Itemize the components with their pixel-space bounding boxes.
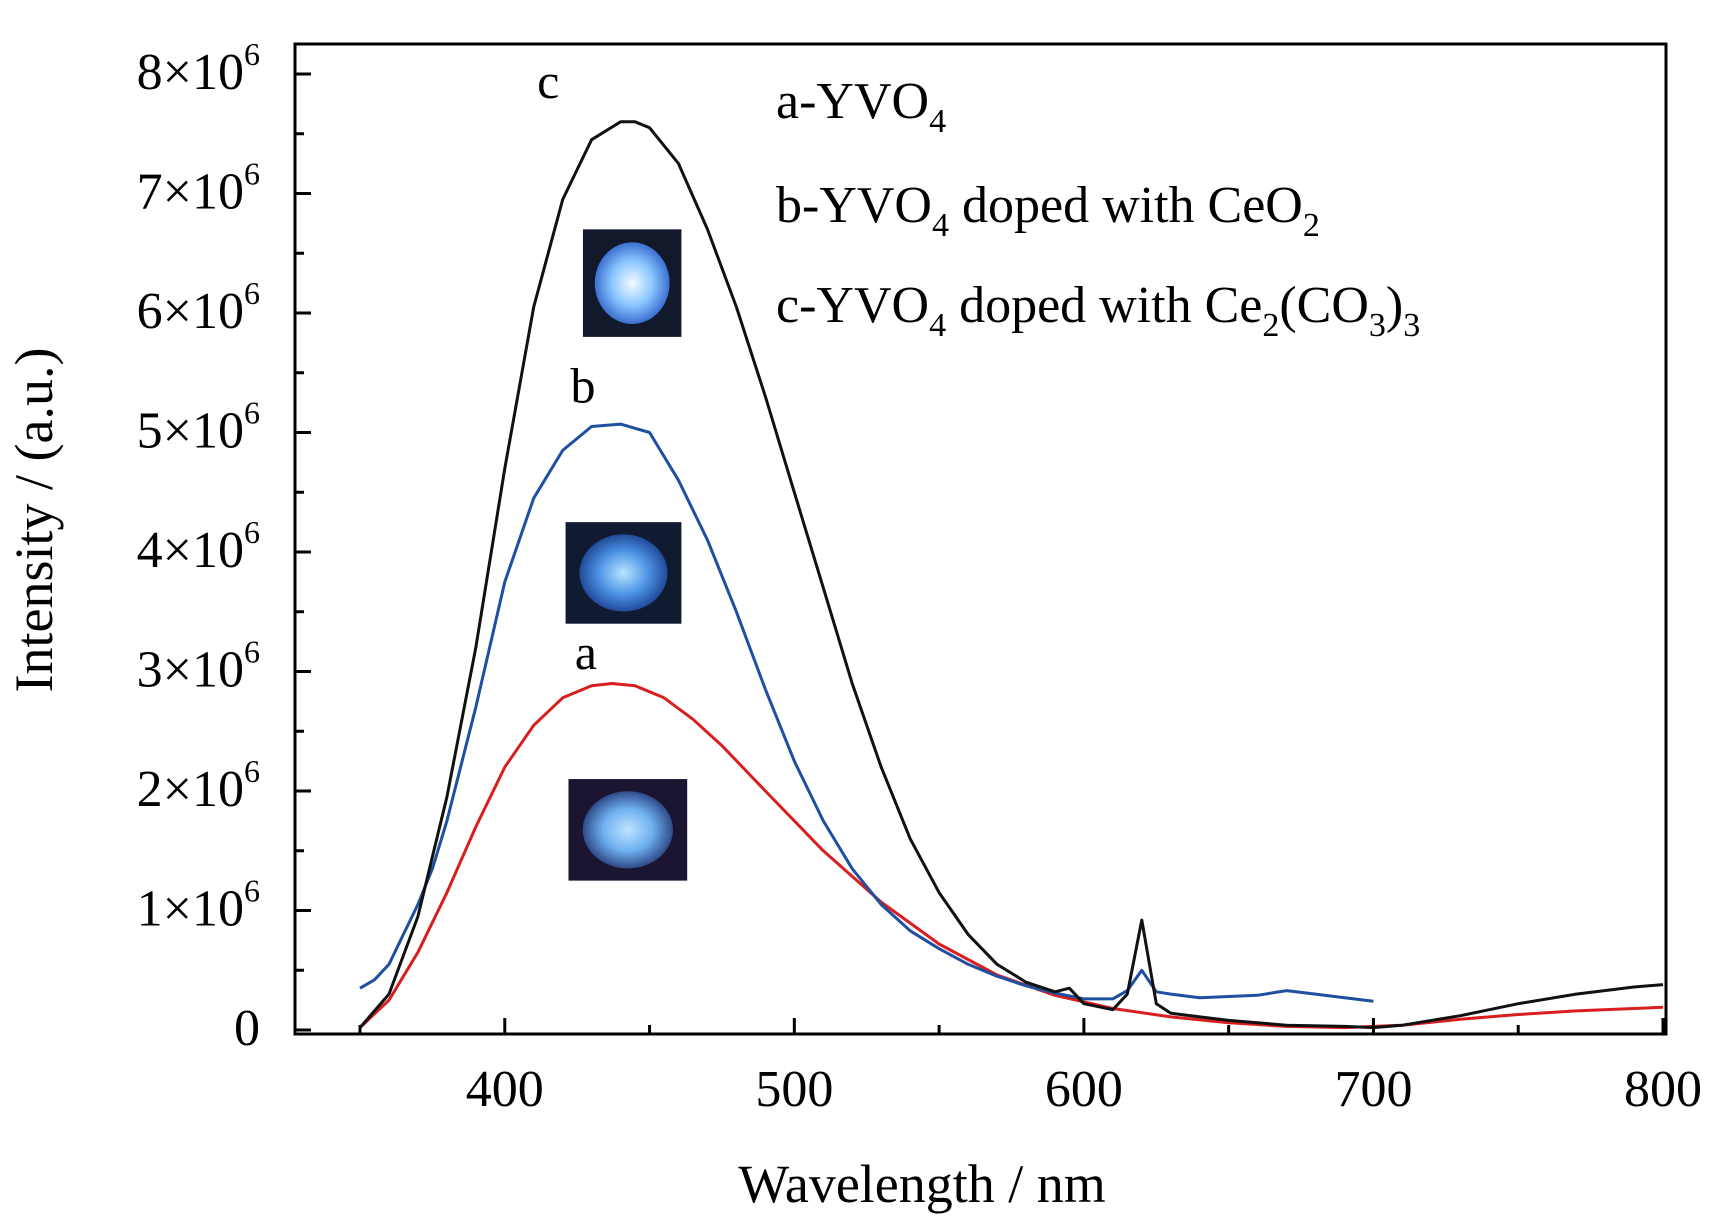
photo-b-glow [579, 534, 668, 612]
series-b-line [359, 422, 1374, 1003]
y-tick-label: 5×106 [137, 395, 260, 460]
x-tick-label: 600 [1045, 1061, 1123, 1118]
legend: a-YVO4 b-YVO4 doped with CeO2 c-YVO4 doped… [776, 73, 1420, 344]
legend-entry-2: c-YVO4 doped with Ce2(CO3)3 [776, 277, 1420, 344]
photo-c-glow [594, 242, 670, 324]
series-layer [358, 120, 1664, 1030]
inset-photo-a [568, 779, 688, 881]
legend-entry-1: b-YVO4 doped with CeO2 [776, 177, 1320, 244]
y-tick-label: 4×106 [137, 514, 260, 579]
legend-entry-0: a-YVO4 [776, 73, 946, 140]
series-c-line [358, 120, 1664, 1030]
plot-frame [293, 42, 1668, 1036]
y-tick-label: 1×106 [137, 873, 260, 938]
curve-label-c: c [537, 53, 559, 109]
y-axis-title: Intensity / (a.u.) [4, 348, 64, 693]
photo-a-glow [582, 791, 673, 869]
x-tick-label: 400 [466, 1061, 544, 1118]
y-tick-label: 2×106 [137, 753, 260, 818]
curve-labels: c b a [537, 53, 597, 680]
y-tick-label: 7×106 [137, 156, 260, 221]
series-a-line [358, 682, 1664, 1030]
x-tick-label: 700 [1334, 1061, 1412, 1118]
x-axis-title: Wavelength / nm [738, 1154, 1106, 1214]
x-tick-label: 800 [1624, 1061, 1702, 1118]
y-tick-label: 0 [234, 1000, 260, 1057]
inset-photo-b [565, 522, 682, 624]
curve-label-a: a [575, 624, 597, 680]
y-tick-label: 8×106 [137, 36, 260, 101]
inset-photo-c [582, 229, 682, 337]
curve-label-b: b [570, 358, 595, 414]
inset-photos [565, 229, 688, 881]
axis-ticks: 400 500 600 700 800 0 1×106 2×106 3×106 4×106 5×10… [137, 36, 1702, 1118]
x-tick-label: 500 [755, 1061, 833, 1118]
y-tick-label: 6×106 [137, 275, 260, 340]
y-tick-label: 3×106 [137, 634, 260, 699]
